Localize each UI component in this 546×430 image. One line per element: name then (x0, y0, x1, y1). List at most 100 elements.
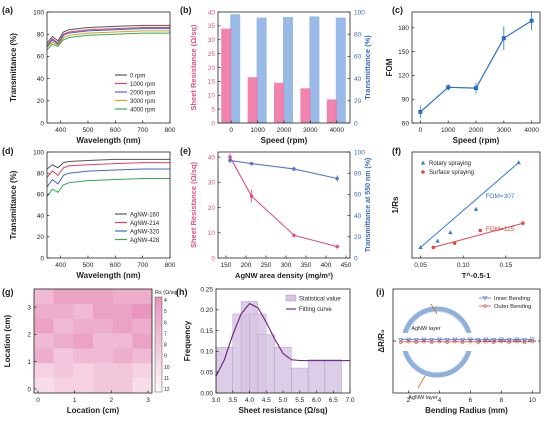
panel-label: (e) (180, 146, 191, 156)
heatmap-cell (34, 289, 54, 305)
x-tick-label-d: 500 (83, 262, 94, 269)
heatmap-cell (53, 318, 74, 334)
x-tick-label-h: 6.0 (312, 397, 321, 404)
y-tick-label-b2: 60 (354, 54, 362, 61)
x-tick-label-a: 600 (110, 127, 121, 134)
y-tick-label-c: 150 (398, 49, 409, 56)
y-tick-label-e2: 40 (354, 213, 362, 220)
colorbar-tick-label: 5 (164, 309, 167, 315)
colorbar-tick-label: 7 (164, 331, 167, 337)
panel-label: (b) (180, 5, 192, 15)
x-tick-label-f: 0.10 (457, 262, 470, 269)
data-point-f (516, 160, 521, 165)
heatmap-cell (73, 348, 94, 364)
x-tick-label-f: 0.05 (414, 262, 427, 269)
data-point-i (522, 340, 527, 344)
colorbar-segment (155, 388, 162, 393)
colorbar-segment (155, 360, 162, 365)
colorbar-segment (155, 384, 162, 389)
colorbar-segment (155, 372, 162, 377)
x-axis-title-i: Bending Radius (mm) (425, 406, 508, 415)
data-point-i (422, 339, 426, 344)
heatmap-cell (112, 289, 133, 305)
heatmap-cell (112, 303, 133, 320)
legend-label-h: Statistical value (299, 297, 341, 303)
series-line-a-0 (46, 24, 170, 44)
data-point-i (476, 340, 480, 344)
x-tick-label-g: 0 (36, 397, 40, 404)
heatmap-cell (53, 363, 74, 379)
plot-frame-c (411, 11, 541, 124)
data-point-i (437, 339, 442, 344)
data-point-i (529, 337, 535, 342)
y-tick-label-b: 15 (208, 79, 216, 86)
fitting-curve (215, 302, 350, 377)
x-tick-label-h: 3.0 (211, 397, 220, 404)
legend-marker-f (421, 170, 425, 174)
data-point-e (228, 155, 232, 159)
colorbar-segment (155, 308, 162, 314)
x-tick-label-h: 6.5 (329, 397, 338, 404)
y-tick-label-b2: 0 (354, 120, 358, 127)
legend-label-i: Outer Bending (494, 304, 531, 310)
legend-label-f: Rotary spraying (429, 161, 471, 167)
colorbar-segment (155, 368, 162, 373)
x-tick-label-c: 3000 (497, 127, 512, 134)
x-tick-label-f: 0.15 (500, 262, 513, 269)
colorbar-segment (155, 304, 162, 310)
y-tick-label-h: 0.25 (200, 286, 213, 293)
panel-label: (g) (2, 287, 14, 297)
heatmap-cell (93, 378, 113, 394)
y-axis-title-h: Frequency (183, 320, 192, 361)
y-tick-label-a: 20 (37, 98, 45, 105)
data-point-e (335, 176, 340, 181)
series-line-d-0 (46, 158, 170, 170)
series-line-a-3 (46, 30, 170, 48)
y-tick-label-b2: 20 (354, 98, 362, 105)
data-point-f (478, 228, 483, 233)
data-point-i (452, 337, 458, 342)
bar-transmittance (335, 17, 346, 123)
data-point-e (292, 167, 296, 171)
y-tick-label-h: 0.00 (200, 390, 213, 397)
y-tick-label-b: 30 (208, 37, 216, 44)
heatmap-cell (112, 333, 133, 349)
y-tick-label-b2: 80 (354, 32, 362, 39)
data-point-f (452, 241, 457, 245)
legend-marker-f (420, 160, 426, 165)
x-tick-label-g: 3 (146, 397, 150, 404)
data-point-i (453, 339, 457, 344)
x-tick-label-d: 700 (137, 262, 148, 269)
legend-label-f: Surface spraying (429, 170, 474, 176)
data-point-e (249, 161, 254, 166)
data-point-c (529, 18, 534, 23)
legend-label-a: 3000 rpm (130, 99, 155, 105)
colorbar-tick-label: 6 (164, 320, 167, 326)
y-tick-label-a: 100 (33, 9, 44, 16)
colorbar-segment (155, 328, 162, 333)
x-tick-label-e: 300 (281, 262, 292, 269)
y-tick-label-h: 0.15 (200, 328, 213, 335)
plot-frame-i (392, 288, 541, 394)
x-tick-label-d: 600 (110, 262, 121, 269)
y-tick-label-b: 5 (211, 106, 215, 113)
data-point-e (249, 194, 254, 198)
data-point-i (398, 338, 404, 343)
y-tick-label-a: 80 (37, 32, 45, 39)
series-line-d-2 (46, 168, 170, 188)
plot-frame-d (46, 151, 171, 259)
x-tick-label-h: 3.5 (228, 397, 237, 404)
bar-transmittance (256, 17, 267, 123)
colorbar-segment (155, 340, 162, 345)
colorbar-segment (155, 376, 162, 381)
data-point-i (460, 338, 466, 343)
histogram-bar (307, 359, 326, 394)
colorbar-segment (155, 316, 162, 322)
panel-label: (h) (176, 287, 188, 297)
y-tick-label-b: 25 (208, 51, 216, 58)
heatmap-cell (73, 333, 94, 349)
data-point-i (436, 337, 442, 342)
series-line-a-4 (46, 32, 170, 51)
series-line-c (419, 20, 532, 113)
y-axis-title-i: ΔR/R₀ (377, 329, 386, 353)
